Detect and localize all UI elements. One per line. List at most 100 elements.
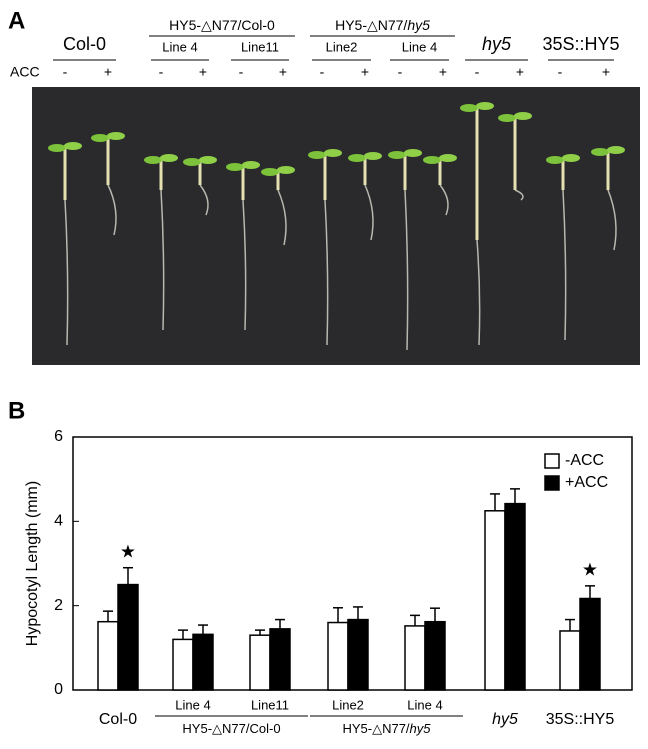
root [439,184,449,216]
line-label: Line 4 [402,39,437,54]
y-axis-label: Hypocotyl Length (mm) [24,481,41,646]
treatment-sign: - [159,64,164,80]
x-tick-label: Line2 [332,697,364,712]
bar [347,618,369,691]
cotyledon [460,104,478,112]
y-tick-label: 4 [54,513,63,530]
significance-marker: ★ [582,560,598,580]
group-title-part: HY5-△N77/ [335,17,407,33]
group-title: HY5-△N77/hy5 [335,17,430,33]
cotyledon [160,154,178,162]
panel-label: A [8,7,25,34]
bar [269,628,291,691]
cotyledon [388,151,406,159]
cotyledon [607,146,625,154]
group-label-part: hy5 [410,721,432,736]
cotyledon [476,102,494,110]
legend-swatch [544,453,560,469]
group-label-part: HY5-△N77/Col-0 [182,721,280,736]
seedling-photo [32,87,640,365]
treatment-sign: - [63,64,68,80]
cotyledon [591,148,609,156]
root [607,189,617,251]
root [514,189,524,201]
cotyledon [91,134,109,142]
root [324,199,329,346]
root [64,199,69,346]
treatment-sign: + [439,64,447,80]
legend-label: -ACC [565,452,604,469]
cotyledon [144,156,162,164]
bar [559,630,581,691]
x-tick-label: 35S::HY5 [546,711,615,728]
root [562,189,567,341]
root [404,189,409,351]
panel-label: B [8,397,25,424]
treatment-sign: + [279,64,287,80]
legend-label: +ACC [565,474,608,491]
bar [172,638,194,691]
treatment-sign: + [602,64,610,80]
group-title-part: hy5 [407,17,430,33]
cotyledon [107,132,125,140]
cotyledon [48,144,66,152]
root [476,239,481,346]
cotyledon [439,154,457,162]
cotyledon [199,156,217,164]
bar [192,633,214,691]
cotyledon [277,166,295,174]
line-label: Line11 [241,39,279,54]
bar [404,625,426,691]
bar [117,583,139,691]
row-label: ACC [10,64,40,80]
line-label: Line2 [326,39,358,54]
x-tick-label: Line 4 [407,697,442,712]
line-label: Line 4 [162,39,197,54]
treatment-sign: - [558,64,563,80]
cotyledon [423,156,441,164]
cotyledon [364,152,382,160]
column-title: 35S::HY5 [542,34,619,54]
cotyledon [261,168,279,176]
treatment-sign: - [320,64,325,80]
column-title-part: 35S::HY5 [542,34,619,54]
seedlings [48,102,625,351]
cotyledon [308,151,326,159]
group-label: HY5-△N77/hy5 [342,721,431,736]
treatment-sign: - [239,64,244,80]
column-title-part: Col-0 [63,34,106,54]
group-label-part: HY5-△N77/ [342,721,409,736]
cotyledon [404,149,422,157]
bar [484,510,506,691]
x-tick-label: Line 4 [175,697,210,712]
cotyledon [348,154,366,162]
column-title: hy5 [482,34,512,54]
cotyledon [226,163,244,171]
root [364,184,374,241]
cotyledon [183,158,201,166]
treatment-sign: + [516,64,524,80]
cotyledon [64,142,82,150]
bar [504,502,526,691]
group-label: HY5-△N77/Col-0 [182,721,280,736]
x-tick-label: Col-0 [99,711,137,728]
bar [97,620,119,691]
x-tick-label: Line11 [251,697,289,712]
cotyledon [498,114,516,122]
legend-swatch [544,475,560,491]
treatment-sign: + [199,64,207,80]
group-title-part: HY5-△N77/Col-0 [169,17,275,33]
bar [249,634,271,691]
column-title: Col-0 [63,34,106,54]
group-title: HY5-△N77/Col-0 [169,17,275,33]
treatment-sign: - [398,64,403,80]
cotyledon [546,156,564,164]
treatment-sign: + [104,64,112,80]
root [242,199,247,331]
y-tick-label: 6 [54,428,63,445]
root [199,184,209,216]
y-tick-label: 2 [54,597,63,614]
cotyledon [242,161,260,169]
bar [579,597,601,691]
